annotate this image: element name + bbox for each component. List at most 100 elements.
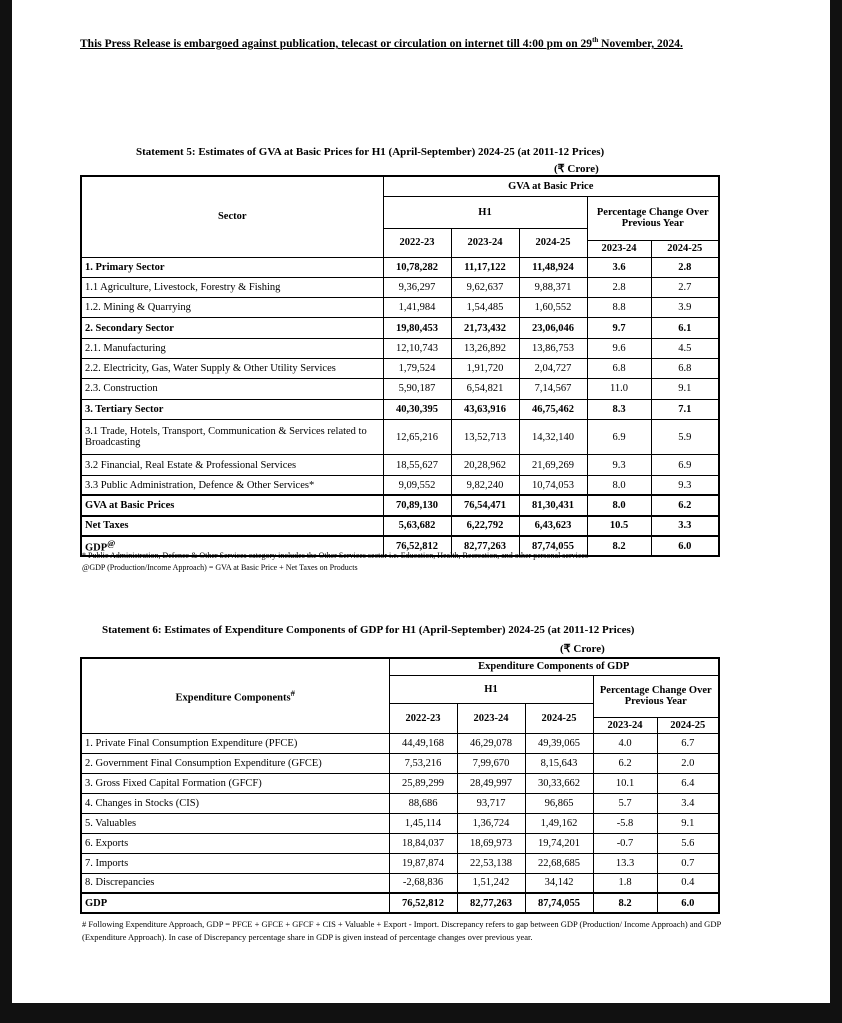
value-cell: 93,717 <box>456 792 526 814</box>
pct-change-cell: 9.3 <box>586 454 652 476</box>
header-year: 2024-25 <box>518 227 588 258</box>
value-cell: 7,14,567 <box>518 378 588 400</box>
row-label: GDP@ <box>80 535 384 558</box>
row-label-text: 3. Gross Fixed Capital Formation (GFCF) <box>85 777 262 789</box>
pct-change-cell: 9.7 <box>586 317 652 339</box>
pct-change-cell: 8.2 <box>586 535 652 558</box>
row-label-text: 1.1 Agriculture, Livestock, Forestry & F… <box>85 281 281 293</box>
value-cell: 1,49,162 <box>524 812 594 834</box>
value-cell: 1,79,524 <box>382 357 452 380</box>
row-label: 4. Changes in Stocks (CIS) <box>80 792 390 814</box>
table-row: 2.1. Manufacturing 12,10,743 13,26,892 13,8… <box>80 337 720 359</box>
pct-change-cell: 2.7 <box>650 276 720 299</box>
pct-change-cell: -5.8 <box>592 812 658 834</box>
row-label: 2. Government Final Consumption Expendit… <box>80 752 390 774</box>
value-cell: -2,68,836 <box>388 872 458 894</box>
value-cell: 19,74,201 <box>524 832 594 854</box>
row-label-text: 6. Exports <box>85 837 129 849</box>
value-cell: 19,87,874 <box>388 852 458 874</box>
row-label-text: 2. Secondary Sector <box>85 322 174 334</box>
row-label: 3.1 Trade, Hotels, Transport, Communicat… <box>80 418 384 456</box>
pct-change-cell: 6.8 <box>650 357 720 380</box>
row-label-text: GVA at Basic Prices <box>85 500 175 512</box>
header-group: Expenditure Components of GDP <box>388 657 720 676</box>
value-cell: 9,62,637 <box>450 276 520 299</box>
row-label: 3.2 Financial, Real Estate & Professiona… <box>80 454 384 476</box>
row-label: 8. Discrepancies <box>80 872 390 894</box>
pct-change-cell: 3.4 <box>656 792 720 814</box>
value-cell: 21,69,269 <box>518 454 588 476</box>
value-cell: 5,90,187 <box>382 378 452 400</box>
pct-change-cell: 5.6 <box>656 832 720 854</box>
statement6-note: # Following Expenditure Approach, GDP = … <box>82 919 721 942</box>
press-release-page: This Press Release is embargoed against … <box>12 0 830 1003</box>
header-pct-year: 2023-24 <box>592 716 658 734</box>
pct-change-cell: 1.8 <box>592 872 658 894</box>
value-cell: 28,49,997 <box>456 772 526 794</box>
pct-change-cell: 3.3 <box>650 514 720 538</box>
pct-change-cell: 9.6 <box>586 337 652 359</box>
header-year: 2023-24 <box>456 702 526 734</box>
pct-change-cell: 9.3 <box>650 474 720 496</box>
value-cell: 44,49,168 <box>388 732 458 754</box>
pct-change-cell: 0.7 <box>656 852 720 874</box>
header-year: 2022-23 <box>388 702 458 734</box>
value-cell: 10,74,053 <box>518 474 588 496</box>
embargo-notice: This Press Release is embargoed against … <box>80 36 683 50</box>
pct-change-cell: 3.6 <box>586 256 652 278</box>
embargo-sup: th <box>592 36 599 44</box>
value-cell: 30,33,662 <box>524 772 594 794</box>
value-cell: 18,69,973 <box>456 832 526 854</box>
pct-change-cell: 8.0 <box>586 494 652 517</box>
pct-change-cell: 13.3 <box>592 852 658 874</box>
value-cell: 13,52,713 <box>450 418 520 456</box>
pct-change-cell: 11.0 <box>586 378 652 400</box>
table-row: 3.1 Trade, Hotels, Transport, Communicat… <box>80 418 720 456</box>
value-cell: 81,30,431 <box>518 494 588 517</box>
value-cell: 7,99,670 <box>456 752 526 774</box>
table-row: 2.2. Electricity, Gas, Water Supply & Ot… <box>80 357 720 380</box>
row-label: 7. Imports <box>80 852 390 874</box>
row-label-text: 8. Discrepancies <box>85 877 155 889</box>
pct-change-cell: 8.3 <box>586 398 652 420</box>
pct-change-cell: 5.7 <box>592 792 658 814</box>
table-row: 3. Gross Fixed Capital Formation (GFCF) 2… <box>80 772 720 794</box>
row-label-text: 1. Primary Sector <box>85 261 165 273</box>
statement5-title: Statement 5: Estimates of GVA at Basic P… <box>136 146 605 158</box>
value-cell: 19,80,453 <box>382 317 452 339</box>
value-cell: 20,28,962 <box>450 454 520 476</box>
table-row: 1.1 Agriculture, Livestock, Forestry & F… <box>80 276 720 299</box>
pct-change-cell: 6.4 <box>656 772 720 794</box>
value-cell: 9,36,297 <box>382 276 452 299</box>
value-cell: 8,15,643 <box>524 752 594 774</box>
row-label-text: 3.2 Financial, Real Estate & Professiona… <box>85 459 297 471</box>
value-cell: 11,17,122 <box>450 256 520 278</box>
value-cell: 22,68,685 <box>524 852 594 874</box>
pct-change-cell: 6.2 <box>592 752 658 774</box>
value-cell: 1,54,485 <box>450 297 520 319</box>
row-label: 2.1. Manufacturing <box>80 337 384 359</box>
row-label-text: 7. Imports <box>85 857 129 869</box>
value-cell: 70,89,130 <box>382 494 452 517</box>
value-cell: 21,73,432 <box>450 317 520 339</box>
value-cell: 46,75,462 <box>518 398 588 420</box>
table-row: 5. Valuables 1,45,114 1,36,724 1,49,162 -5.8… <box>80 812 720 834</box>
value-cell: 46,29,078 <box>456 732 526 754</box>
pct-change-cell: 8.8 <box>586 297 652 319</box>
row-label-text: 1. Private Final Consumption Expenditure… <box>85 737 298 749</box>
pct-change-cell: 9.1 <box>650 378 720 400</box>
pct-change-cell: 6.0 <box>656 892 720 914</box>
table-row: 8. Discrepancies -2,68,836 1,51,242 34,142 1… <box>80 872 720 894</box>
pct-change-cell: 0.4 <box>656 872 720 894</box>
row-label: 2.2. Electricity, Gas, Water Supply & Ot… <box>80 357 384 380</box>
table-row: 4. Changes in Stocks (CIS) 88,686 93,717 96… <box>80 792 720 814</box>
pct-change-cell: 5.9 <box>650 418 720 456</box>
statement5-table: Sector GVA at Basic Price H1 Percentage Ch… <box>80 175 721 558</box>
value-cell: 40,30,395 <box>382 398 452 420</box>
header-pct: Percentage Change Over Previous Year <box>592 674 720 718</box>
row-label: 2.3. Construction <box>80 378 384 400</box>
value-cell: 49,39,065 <box>524 732 594 754</box>
value-cell: 1,45,114 <box>388 812 458 834</box>
row-label: 3.3 Public Administration, Defence & Oth… <box>80 474 384 496</box>
header-component-label: Expenditure Components <box>175 692 291 704</box>
